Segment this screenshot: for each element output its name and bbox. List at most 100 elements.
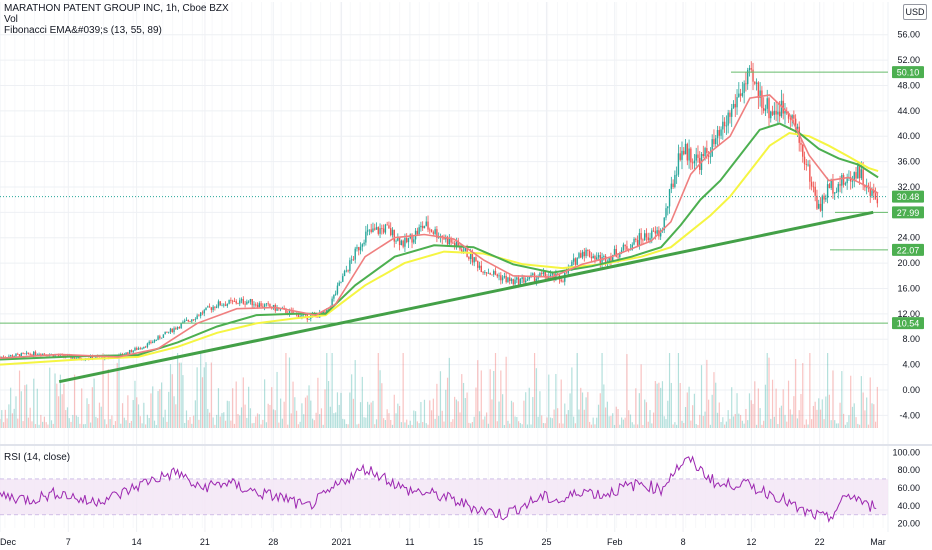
- candle-body: [434, 229, 436, 234]
- volume-bar: [667, 400, 669, 428]
- price-label: 10.54: [897, 319, 920, 329]
- candle-body: [498, 275, 500, 277]
- volume-bar: [386, 409, 388, 428]
- volume-bar: [478, 411, 481, 428]
- candle-body: [642, 239, 644, 241]
- candle-body: [9, 355, 12, 357]
- candle-body: [578, 253, 580, 258]
- price-label: 27.99: [897, 208, 920, 218]
- price-label-bg: [892, 206, 924, 219]
- volume-bar: [759, 408, 761, 428]
- volume-bar: [130, 420, 133, 428]
- volume-bar: [8, 404, 10, 428]
- volume-bar: [629, 414, 632, 428]
- currency-button[interactable]: USD: [903, 4, 927, 20]
- candle-body: [743, 83, 745, 93]
- volume-bar: [775, 388, 777, 428]
- volume-bar: [839, 402, 841, 428]
- volume-bar: [793, 396, 795, 428]
- volume-bar: [192, 415, 195, 428]
- candle-body: [594, 255, 596, 260]
- horizontal-levels[interactable]: [0, 71, 888, 324]
- volume-bar: [264, 379, 266, 428]
- volume-bar: [738, 413, 740, 428]
- volume-bar: [22, 421, 24, 428]
- candle-body: [139, 348, 142, 350]
- rsi-legend[interactable]: RSI (14, close): [4, 452, 71, 463]
- volume-bar: [429, 400, 431, 428]
- volume-bar: [521, 424, 523, 428]
- volume-bar: [438, 415, 440, 428]
- volume-bar: [276, 371, 278, 428]
- volume-bar: [320, 408, 323, 428]
- candle-body: [846, 178, 848, 184]
- price-tick: 52.00: [897, 55, 920, 65]
- symbol-title[interactable]: MARATHON PATENT GROUP INC, 1h, Cboe BZX: [4, 3, 229, 14]
- volume-bar: [809, 353, 811, 428]
- candle-body: [349, 260, 351, 271]
- candle-body: [496, 274, 498, 277]
- candle-body: [818, 203, 820, 209]
- candle-body: [201, 312, 204, 314]
- candle-body: [354, 248, 356, 260]
- volume-bar: [157, 391, 159, 428]
- volume-bar: [732, 416, 735, 428]
- volume-bar: [397, 403, 399, 428]
- volume-bar: [246, 417, 248, 428]
- time-label: 8: [681, 537, 686, 547]
- volume-bar: [413, 410, 415, 428]
- volume-bar: [866, 397, 868, 428]
- volume-bar: [791, 414, 793, 428]
- ema-legend[interactable]: Fibonacci EMA&#039;s (13, 55, 89): [4, 25, 162, 36]
- volume-bar: [134, 380, 136, 428]
- candle-body: [230, 300, 232, 301]
- candle-body: [11, 355, 14, 357]
- candle-body: [176, 327, 179, 330]
- volume-bar: [802, 363, 804, 428]
- volume-bar: [676, 424, 678, 428]
- candle-body: [342, 276, 344, 282]
- volume-bar: [876, 386, 878, 428]
- candle-body: [382, 228, 385, 233]
- candle-body: [215, 306, 218, 308]
- price-tick: -4.00: [899, 410, 920, 420]
- candle-body: [736, 97, 738, 108]
- volume-bar: [706, 359, 708, 428]
- candle-body: [590, 256, 593, 259]
- rsi-axis[interactable]: 100.00 80.00 60.00 40.00 20.00: [889, 446, 932, 532]
- candle-body: [370, 229, 372, 232]
- pane-separator[interactable]: [0, 444, 932, 446]
- volume-bar: [631, 422, 633, 428]
- volume-bar: [871, 403, 873, 428]
- volume-bar: [850, 375, 852, 428]
- candle-body: [196, 315, 198, 319]
- volume-bar: [454, 396, 456, 428]
- candle-body: [576, 257, 578, 265]
- volume-legend[interactable]: Vol: [4, 14, 18, 25]
- trendline[interactable]: [58, 210, 874, 384]
- time-axis[interactable]: Dec 7 14 21 28 2021 11 15 25 Feb 8 12 22 Mar: [0, 532, 932, 550]
- volume-bar: [338, 404, 340, 428]
- time-label: 28: [268, 537, 278, 547]
- candle-body: [224, 304, 227, 306]
- volume-bar: [571, 367, 573, 428]
- candle-body: [651, 230, 653, 239]
- volume-bar: [562, 423, 564, 428]
- candle-body: [40, 354, 42, 356]
- candle-body: [807, 164, 809, 166]
- candle-body: [530, 274, 532, 276]
- candle-body: [29, 354, 31, 355]
- volume-bar: [773, 416, 775, 428]
- candle-body: [437, 237, 440, 239]
- volume-bar: [636, 424, 639, 428]
- volume-bar: [432, 398, 434, 428]
- volume-bar: [727, 410, 729, 428]
- volume-bar: [216, 414, 218, 428]
- candle-body: [517, 277, 520, 285]
- volume-bar: [779, 407, 781, 428]
- candle-body: [695, 154, 697, 161]
- candle-body: [551, 273, 554, 275]
- candle-body: [757, 82, 760, 98]
- candle-body: [762, 108, 765, 111]
